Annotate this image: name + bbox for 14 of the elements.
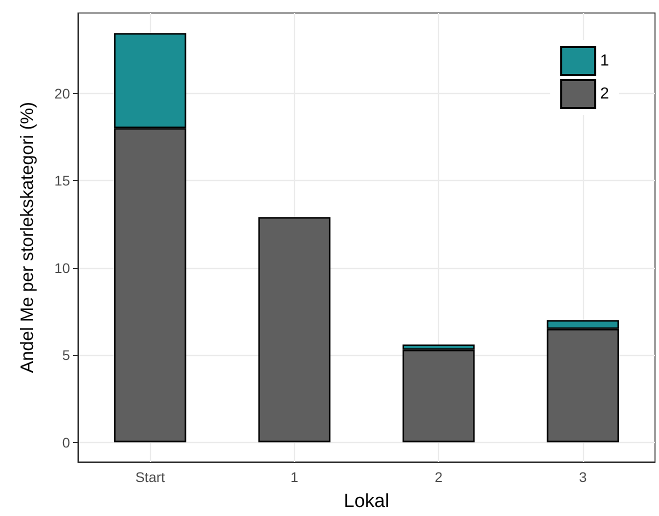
y-tick-label: 10 bbox=[54, 260, 70, 276]
x-tick-label: 2 bbox=[434, 469, 443, 485]
x-tick-label: Start bbox=[135, 469, 166, 485]
x-tick-label: 3 bbox=[578, 469, 587, 485]
y-tick-label: 5 bbox=[62, 347, 70, 364]
legend-label: 2 bbox=[600, 86, 610, 102]
y-tick-label: 15 bbox=[54, 172, 70, 189]
bar bbox=[258, 217, 330, 442]
y-tick-label: 0 bbox=[62, 434, 70, 450]
y-tick-label: 20 bbox=[54, 85, 70, 102]
x-tick-label: 1 bbox=[290, 469, 298, 485]
legend-label: 1 bbox=[600, 52, 610, 70]
x-axis-title: Lokal bbox=[344, 491, 390, 512]
y-axis-title: Andel Me per storlekskategori (%) bbox=[17, 102, 37, 374]
